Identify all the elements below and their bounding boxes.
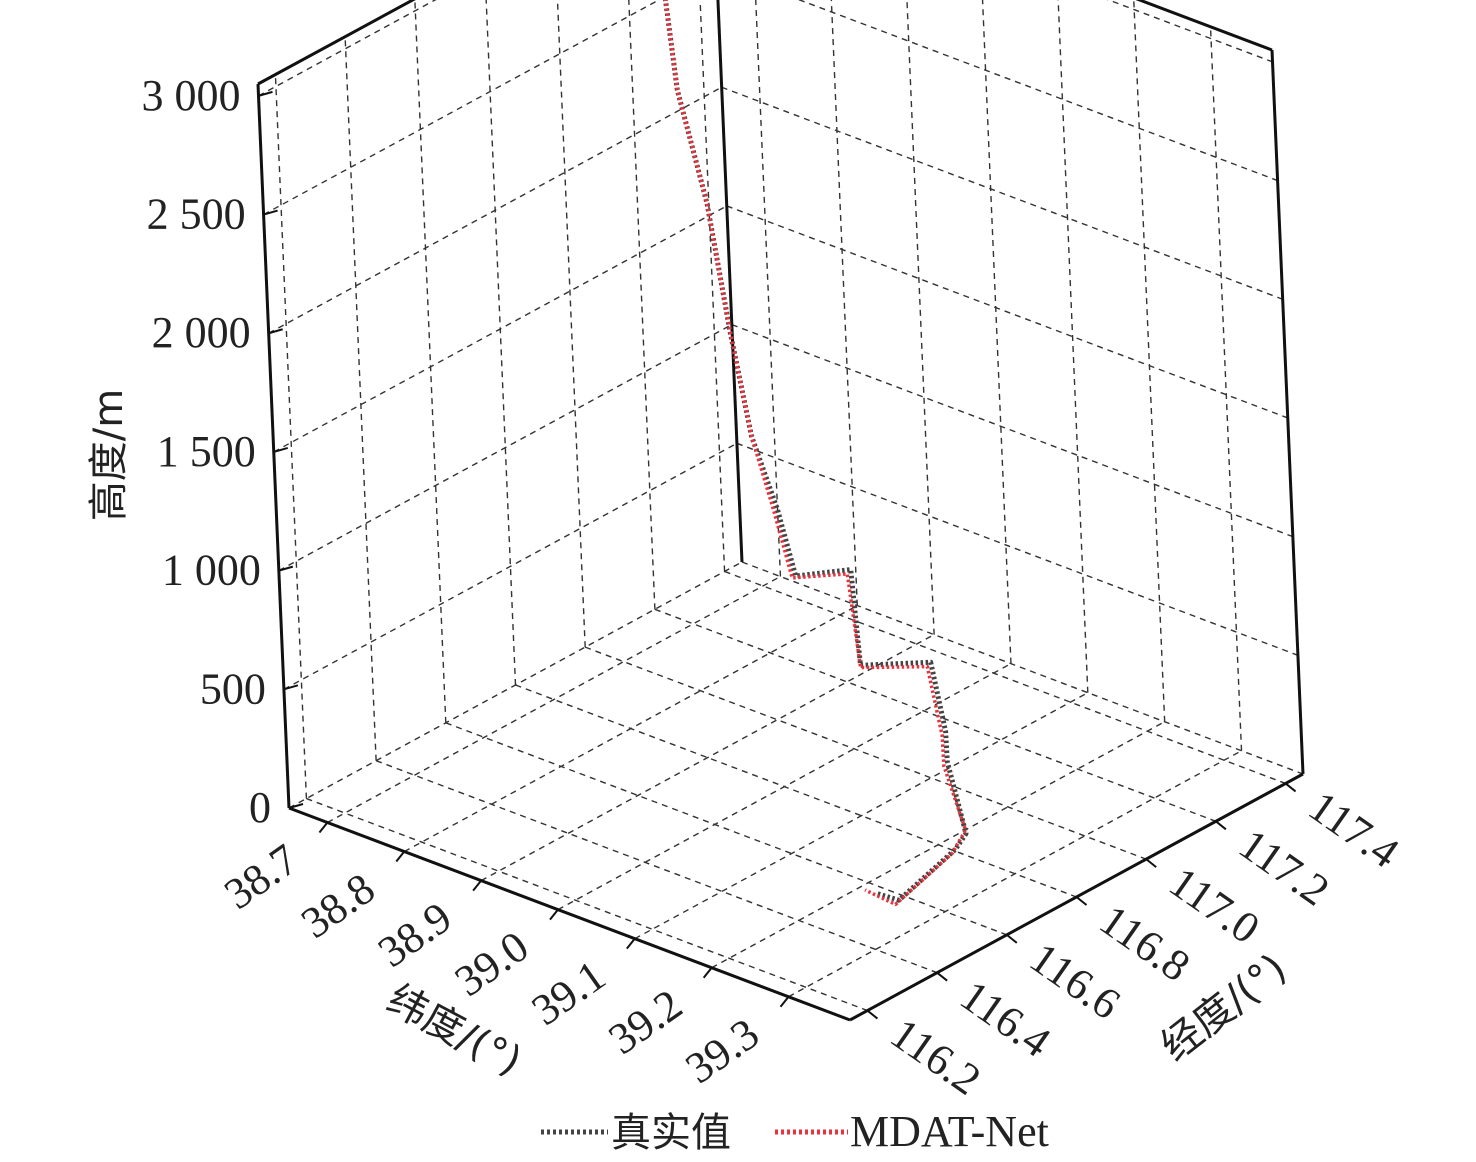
wall-grid-lon-vertical xyxy=(274,74,308,799)
z-tick-mark xyxy=(263,209,278,216)
floor-grid-lat xyxy=(327,575,781,824)
lon-tick-mark xyxy=(866,1009,879,1020)
z-tick-label: 2 000 xyxy=(152,308,251,357)
axes-edge xyxy=(1135,0,1273,52)
z-axis-label: 高度/m xyxy=(86,389,132,521)
wall-grid-lat-vertical xyxy=(755,0,782,577)
wall-grid-lat-vertical xyxy=(1209,26,1243,751)
wall-grid-z-right xyxy=(278,324,733,572)
wall-grid-lat-vertical xyxy=(906,0,935,635)
axes-edge xyxy=(257,0,416,86)
wall-grid-z-left xyxy=(726,205,1289,419)
z-tick-label: 500 xyxy=(200,664,266,713)
wall-grid-z-left xyxy=(741,561,1304,775)
lat-tick-mark xyxy=(318,821,329,834)
z-tick-mark xyxy=(258,90,273,97)
axes-edge xyxy=(716,0,744,563)
wall-grid-z-right xyxy=(268,86,723,334)
wall-grid-z-right xyxy=(273,205,728,453)
z-tick-label: 3 000 xyxy=(142,71,241,120)
wall-grid-lon-vertical xyxy=(628,0,656,610)
wall-grid-z-right xyxy=(283,442,738,690)
z-tick-label: 2 500 xyxy=(147,190,246,239)
legend-label-mdat: MDAT-Net xyxy=(850,1107,1049,1156)
lat-tick-mark xyxy=(779,996,790,1008)
z-tick-label: 1 000 xyxy=(162,546,261,595)
lon-tick-mark xyxy=(1284,782,1297,793)
lon-tick-mark xyxy=(936,971,948,982)
lat-tick-label: 39.3 xyxy=(677,1009,768,1093)
legend: 真实值 MDAT-Net xyxy=(541,1107,1049,1156)
lon-tick-mark xyxy=(1145,858,1157,868)
wall-grid-lat-vertical xyxy=(1133,0,1166,722)
floor-grid-lon xyxy=(306,797,868,1012)
floor-grid-lon xyxy=(515,684,1077,898)
axes-edge xyxy=(288,806,851,1022)
lat-tick-mark xyxy=(549,909,559,921)
floor-grid-lat xyxy=(480,633,935,882)
lat-tick-mark xyxy=(626,938,636,950)
axes-box xyxy=(256,0,1305,1022)
wall-grid-z-left xyxy=(721,86,1283,300)
floor-grid-lon xyxy=(654,608,1217,822)
wall-grid-z-right xyxy=(263,0,661,216)
lat-tick-mark xyxy=(702,967,713,979)
z-tick-mark xyxy=(268,328,283,335)
floor-grid-lon xyxy=(584,646,1147,860)
series-line-mdat-net xyxy=(663,0,968,907)
wall-grid-z-left xyxy=(731,323,1294,538)
latitude-axis-label: 纬度/(°) xyxy=(379,976,528,1085)
lon-tick-mark xyxy=(1215,820,1227,831)
z-tick-label: 1 500 xyxy=(157,427,256,476)
lon-tick-mark xyxy=(1006,934,1018,944)
wall-grid-lon-vertical xyxy=(699,0,726,572)
floor-grid-lon xyxy=(724,570,1286,785)
wall-grid-z-left xyxy=(1106,0,1273,63)
wall-grid-lon-vertical xyxy=(485,0,517,686)
legend-label-true: 真实值 xyxy=(611,1110,731,1156)
z-tick-mark xyxy=(278,565,294,572)
axes-edge xyxy=(1270,49,1305,775)
z-tick-mark xyxy=(273,446,289,453)
floor-grid-lon xyxy=(375,760,938,974)
wall-grid-lat-vertical xyxy=(830,0,858,606)
z-tick-mark xyxy=(288,803,304,809)
grid-layer xyxy=(258,0,1304,1012)
wall-grid-z-left xyxy=(736,442,1299,656)
lon-tick-mark xyxy=(1075,896,1088,906)
wall-grid-z-left xyxy=(797,0,1278,182)
z-tick-label: 0 xyxy=(249,783,271,832)
lat-tick-mark xyxy=(472,879,482,892)
wall-grid-lat-vertical xyxy=(1057,0,1089,693)
axes-edge xyxy=(256,83,291,809)
wall-grid-z-right xyxy=(288,561,743,809)
wall-grid-lon-vertical xyxy=(556,0,586,648)
wall-grid-lat-vertical xyxy=(981,0,1012,664)
floor-grid-lon xyxy=(445,722,1008,936)
series-layer xyxy=(662,0,969,907)
z-tick-mark xyxy=(283,684,299,691)
series-line-true-value xyxy=(662,0,969,903)
lat-tick-mark xyxy=(395,850,406,863)
floor-grid-lat xyxy=(634,692,1089,940)
